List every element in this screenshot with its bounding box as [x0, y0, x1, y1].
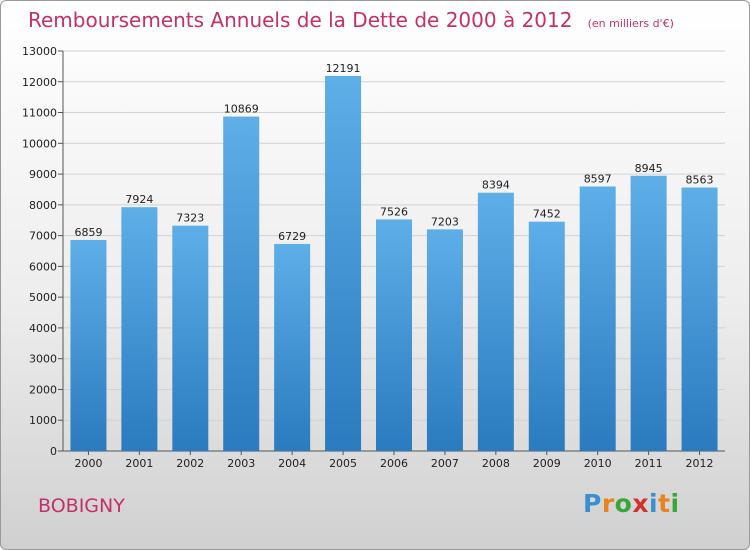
logo-letter: x	[632, 489, 649, 518]
bar-2008	[477, 192, 514, 451]
data-label: 7323	[176, 212, 204, 225]
data-label: 6729	[278, 230, 306, 243]
logo-letter: r	[601, 489, 615, 518]
bar-2003	[223, 116, 260, 452]
y-tick-label: 6000	[29, 260, 57, 273]
y-tick-label: 0	[50, 445, 57, 458]
y-tick-label: 7000	[29, 230, 57, 243]
x-tick-label: 2010	[584, 457, 612, 470]
y-tick-label: 10000	[22, 137, 57, 150]
y-tick-label: 3000	[29, 353, 57, 366]
y-tick-label: 12000	[22, 76, 57, 89]
y-tick-label: 1000	[29, 414, 57, 427]
x-tick-label: 2000	[74, 457, 102, 470]
bar-2000	[70, 239, 107, 451]
data-label: 7924	[125, 193, 153, 206]
data-label: 8945	[635, 162, 663, 175]
bar-2006	[376, 219, 412, 451]
bar-2007	[426, 229, 463, 451]
y-tick-label: 11000	[22, 107, 57, 120]
chart-title: Remboursements Annuels de la Dette de 20…	[28, 8, 674, 32]
data-label: 8563	[686, 174, 714, 187]
title-text: Remboursements Annuels de la Dette de 20…	[28, 8, 573, 32]
commune-name: BOBIGNY	[38, 495, 125, 517]
x-tick-label: 2007	[431, 457, 459, 470]
x-tick-label: 2009	[533, 457, 561, 470]
data-label: 7452	[533, 208, 561, 221]
unit-text: (en milliers d'€)	[587, 17, 674, 30]
logo-letter: o	[614, 489, 633, 518]
bar-2009	[528, 221, 565, 451]
bar-2010	[579, 186, 616, 451]
bar-2002	[172, 225, 209, 451]
x-tick-label: 2004	[278, 457, 306, 470]
y-tick-label: 2000	[29, 383, 57, 396]
logo-letter: P	[583, 489, 602, 518]
y-tick-label: 4000	[29, 322, 57, 335]
bar-2004	[274, 243, 311, 451]
x-tick-label: 2005	[329, 457, 357, 470]
data-label: 7526	[380, 205, 408, 218]
data-label: 12191	[326, 62, 361, 75]
data-label: 8597	[584, 172, 612, 185]
x-tick-label: 2011	[635, 457, 663, 470]
y-tick-label: 13000	[22, 45, 57, 58]
bar-2001	[121, 207, 158, 451]
x-tick-label: 2003	[227, 457, 255, 470]
bar-2012	[681, 187, 718, 451]
x-tick-label: 2008	[482, 457, 510, 470]
data-label: 6859	[74, 226, 102, 239]
data-label: 7203	[431, 215, 459, 228]
logo-letter: t	[658, 489, 671, 518]
y-tick-label: 9000	[29, 168, 57, 181]
data-label: 8394	[482, 179, 510, 192]
x-tick-label: 2002	[176, 457, 204, 470]
y-tick-label: 5000	[29, 291, 57, 304]
data-label: 10869	[224, 103, 259, 116]
bar-2011	[630, 175, 667, 451]
logo-letter: i	[670, 489, 680, 518]
y-tick-label: 8000	[29, 199, 57, 212]
x-tick-label: 2006	[380, 457, 408, 470]
bar-2005	[325, 75, 362, 452]
proxiti-logo: Proxiti	[583, 489, 680, 518]
x-tick-label: 2001	[125, 457, 153, 470]
logo-letter: i	[649, 489, 659, 518]
x-tick-label: 2012	[686, 457, 714, 470]
